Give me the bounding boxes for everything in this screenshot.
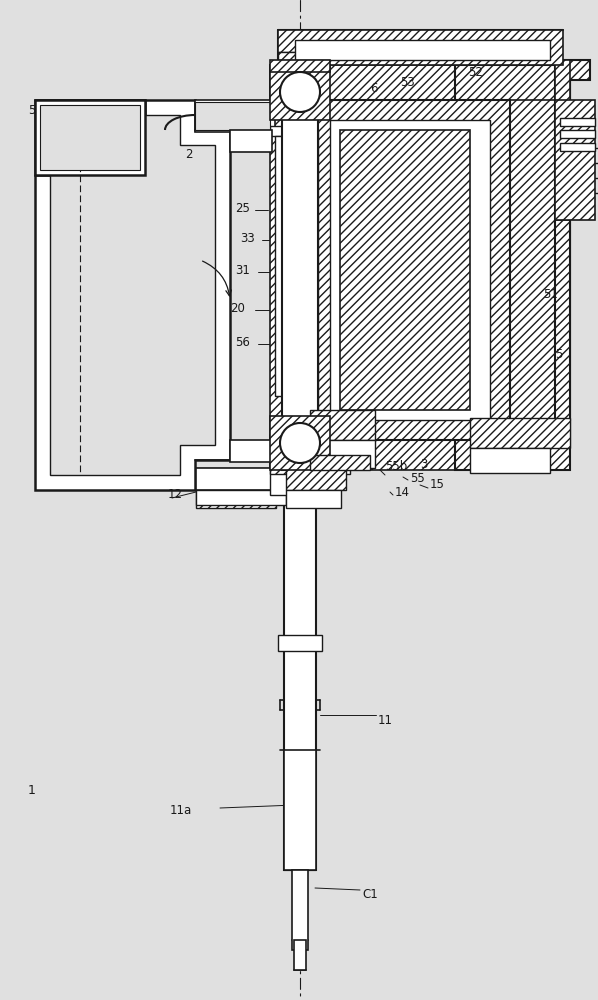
Text: 33: 33 [240,232,255,244]
Text: 6: 6 [370,82,377,95]
Bar [310,440,375,468]
Bar [310,100,510,440]
Bar [282,65,318,470]
Text: 53: 53 [400,76,415,89]
Bar [196,468,276,508]
Bar [270,470,330,495]
Text: 20: 20 [230,302,245,314]
Text: 5: 5 [555,349,562,361]
Bar [295,40,550,60]
Bar [285,490,315,870]
Text: 50: 50 [28,104,42,116]
Bar [340,130,470,410]
Bar [310,455,370,470]
Bar [35,100,145,175]
Text: 3: 3 [420,458,428,472]
Bar [278,52,313,60]
Text: 56: 56 [235,336,250,349]
Bar [270,65,570,100]
Polygon shape [555,60,590,420]
Bar [286,465,346,490]
Text: 13: 13 [285,35,300,48]
Bar [310,410,375,440]
Text: 55: 55 [410,472,425,485]
Text: 2: 2 [185,148,193,161]
Bar [270,435,570,470]
Bar [294,940,306,970]
Text: 55a: 55a [308,35,330,48]
Bar [196,490,286,505]
Text: 25: 25 [235,202,250,215]
Text: 62: 62 [575,161,590,174]
Bar [270,65,330,120]
Bar [292,870,308,950]
Bar [270,416,330,470]
Bar [230,130,272,152]
Bar [560,143,595,151]
Text: 31: 31 [235,263,250,276]
Text: 15: 15 [430,479,445,491]
Bar [230,440,272,462]
Bar [195,100,275,132]
Circle shape [280,72,320,112]
Bar [278,30,563,65]
Bar [284,490,316,870]
Bar [40,105,140,170]
Polygon shape [50,115,215,475]
Bar [278,635,322,651]
Text: 52: 52 [530,438,545,452]
Circle shape [280,423,320,463]
Bar [282,130,318,410]
Bar [555,100,595,220]
Text: 12: 12 [168,488,183,502]
Bar [270,462,350,474]
Bar [286,490,341,508]
Bar [560,118,595,126]
Bar [275,136,305,396]
Bar [560,130,595,138]
Bar [455,65,570,470]
Polygon shape [555,60,570,220]
Text: 55b: 55b [385,460,407,474]
Bar [270,65,310,470]
Bar [278,52,313,64]
Bar [196,468,326,490]
Bar [270,60,330,72]
Bar [270,126,310,136]
Bar [470,418,570,448]
Polygon shape [35,100,230,490]
Bar [330,120,490,420]
Bar [284,750,316,870]
Bar [455,100,555,440]
Text: 52: 52 [468,66,483,79]
Text: 11: 11 [378,714,393,726]
Text: 14: 14 [395,487,410,499]
Text: 51: 51 [543,288,558,302]
Bar [470,448,550,473]
Text: 11a: 11a [170,804,192,816]
Bar [195,102,270,130]
Text: 1: 1 [28,784,36,796]
Text: C1: C1 [362,888,378,902]
Text: 61: 61 [578,180,593,192]
